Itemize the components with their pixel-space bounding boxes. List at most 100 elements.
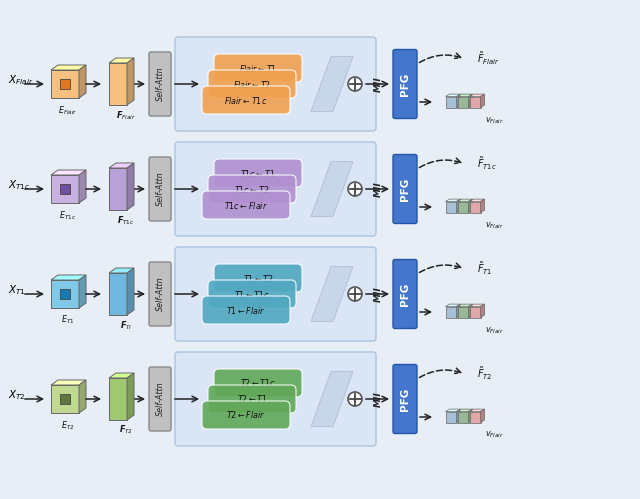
Polygon shape [79,275,86,308]
Text: $T1\leftarrow T2$: $T1\leftarrow T2$ [243,272,273,283]
Polygon shape [470,304,484,306]
Polygon shape [458,306,468,317]
Polygon shape [458,412,468,423]
Text: MII: MII [374,76,383,92]
FancyBboxPatch shape [208,385,296,413]
Text: $Flair\leftarrow T2$: $Flair\leftarrow T2$ [233,78,271,89]
Polygon shape [51,175,79,203]
Text: $T1\leftarrow T1c$: $T1\leftarrow T1c$ [234,288,270,299]
Polygon shape [456,199,461,213]
Text: $X_{T2}$: $X_{T2}$ [8,388,26,402]
FancyBboxPatch shape [149,367,171,431]
Text: $E_{T1}$: $E_{T1}$ [61,314,75,326]
FancyBboxPatch shape [208,70,296,98]
Text: $X_{T1c}$: $X_{T1c}$ [8,178,31,192]
Polygon shape [127,373,134,420]
Polygon shape [458,304,472,306]
Polygon shape [109,378,127,420]
FancyBboxPatch shape [214,159,302,187]
Polygon shape [445,94,461,96]
Text: $\boldsymbol{F}_{Flair}$: $\boldsymbol{F}_{Flair}$ [116,109,136,121]
Polygon shape [311,266,353,321]
Polygon shape [109,58,134,63]
FancyBboxPatch shape [175,247,376,341]
Text: $T1c\leftarrow Flair$: $T1c\leftarrow Flair$ [224,200,268,211]
Polygon shape [456,304,461,317]
Polygon shape [51,385,79,413]
Polygon shape [458,202,468,213]
Text: MII: MII [374,391,383,407]
FancyBboxPatch shape [393,364,417,434]
Polygon shape [458,96,468,107]
Polygon shape [127,268,134,315]
Text: $\tilde{F}_{T1c}$: $\tilde{F}_{T1c}$ [477,156,497,172]
Text: Self-Attn: Self-Attn [156,172,164,207]
Polygon shape [109,168,127,210]
Text: $T1c\leftarrow T2$: $T1c\leftarrow T2$ [234,184,269,195]
Polygon shape [481,199,484,213]
Text: $v_{Flair}$: $v_{Flair}$ [486,220,504,231]
Text: $Flair\leftarrow T1c$: $Flair\leftarrow T1c$ [225,94,268,105]
Polygon shape [481,409,484,423]
Text: $T2\leftarrow Flair$: $T2\leftarrow Flair$ [227,410,266,421]
Polygon shape [79,65,86,98]
FancyBboxPatch shape [202,86,290,114]
Text: $T2\leftarrow T1c$: $T2\leftarrow T1c$ [240,378,276,389]
Text: $E_{T2}$: $E_{T2}$ [61,419,75,432]
Text: Self-Attn: Self-Attn [156,67,164,101]
FancyBboxPatch shape [214,264,302,292]
Polygon shape [60,79,70,89]
Circle shape [348,392,362,406]
Polygon shape [468,94,472,107]
Polygon shape [127,58,134,105]
FancyBboxPatch shape [393,49,417,118]
Circle shape [348,287,362,301]
Polygon shape [51,275,86,280]
Polygon shape [445,304,461,306]
Polygon shape [311,371,353,427]
Polygon shape [60,289,70,299]
FancyBboxPatch shape [393,259,417,328]
Circle shape [348,77,362,91]
Polygon shape [51,70,79,98]
Polygon shape [445,199,461,202]
Polygon shape [109,268,134,273]
Polygon shape [109,273,127,315]
Polygon shape [445,306,456,317]
FancyBboxPatch shape [208,280,296,308]
Text: PFG: PFG [400,387,410,411]
Text: $v_{Flair}$: $v_{Flair}$ [486,325,504,335]
Text: $v_{Flair}$: $v_{Flair}$ [486,115,504,126]
FancyBboxPatch shape [175,352,376,446]
Polygon shape [445,412,456,423]
Text: MII: MII [374,181,383,197]
Polygon shape [51,280,79,308]
FancyBboxPatch shape [214,54,302,82]
Text: $E_{Flair}$: $E_{Flair}$ [58,104,77,116]
Text: $T2\leftarrow T1$: $T2\leftarrow T1$ [237,394,268,405]
FancyBboxPatch shape [202,296,290,324]
Polygon shape [470,96,481,107]
Polygon shape [127,163,134,210]
Polygon shape [470,409,484,412]
Polygon shape [60,394,70,404]
Polygon shape [481,304,484,317]
Text: PFG: PFG [400,72,410,96]
Polygon shape [311,162,353,217]
Polygon shape [51,65,86,70]
Text: $X_{T1}$: $X_{T1}$ [8,283,26,297]
Polygon shape [445,96,456,107]
Text: Self-Attn: Self-Attn [156,276,164,311]
Polygon shape [456,409,461,423]
Polygon shape [445,202,456,213]
Text: $\boldsymbol{F}_{T1c}$: $\boldsymbol{F}_{T1c}$ [117,214,135,227]
Polygon shape [468,199,472,213]
Polygon shape [51,380,86,385]
Polygon shape [60,184,70,194]
Text: $X_{Flair}$: $X_{Flair}$ [8,73,33,87]
Polygon shape [311,56,353,111]
Polygon shape [458,199,472,202]
Polygon shape [468,409,472,423]
Polygon shape [109,63,127,105]
Polygon shape [445,409,461,412]
